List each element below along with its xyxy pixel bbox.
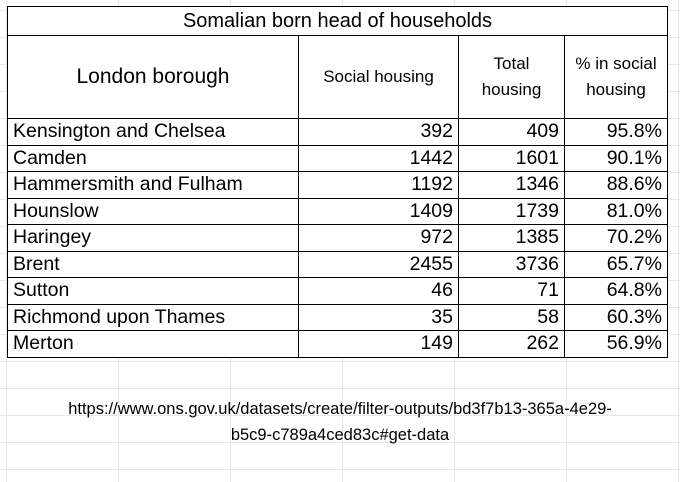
cell-total-housing[interactable]: 1739	[458, 197, 565, 225]
cell-total-housing[interactable]: 409	[458, 118, 565, 146]
cell-total-housing[interactable]: 71	[458, 277, 565, 305]
cell-pct-social[interactable]: 56.9%	[564, 330, 668, 358]
cell-borough[interactable]: Hammersmith and Fulham	[7, 171, 299, 199]
cell-social-housing[interactable]: 149	[298, 330, 459, 358]
cell-total-housing[interactable]: 262	[458, 330, 565, 358]
cell-social-housing[interactable]: 1192	[298, 171, 459, 199]
header-total-line1: Total	[493, 54, 530, 73]
cell-borough[interactable]: Richmond upon Thames	[7, 303, 299, 331]
cell-total-housing[interactable]: 3736	[458, 250, 565, 278]
cell-pct-social[interactable]: 64.8%	[564, 277, 668, 305]
table-row: Brent 2455 3736 65.7%	[7, 250, 668, 278]
table-row: Haringey 972 1385 70.2%	[7, 224, 668, 252]
header-pct-line1: % in social	[575, 54, 657, 73]
cell-pct-social[interactable]: 81.0%	[564, 197, 668, 225]
cell-total-housing[interactable]: 1346	[458, 171, 565, 199]
table-row: Hammersmith and Fulham 1192 1346 88.6%	[7, 171, 668, 199]
table-title[interactable]: Somalian born head of households	[7, 6, 668, 36]
table-row: Hounslow 1409 1739 81.0%	[7, 197, 668, 225]
cell-borough[interactable]: Haringey	[7, 224, 299, 252]
cell-pct-social[interactable]: 95.8%	[564, 118, 668, 146]
table-row: Kensington and Chelsea 392 409 95.8%	[7, 118, 668, 146]
header-total-housing[interactable]: Total housing	[458, 35, 565, 119]
header-total-line2: housing	[481, 80, 542, 99]
cell-social-housing[interactable]: 35	[298, 303, 459, 331]
cell-borough[interactable]: Brent	[7, 250, 299, 278]
cell-borough[interactable]: Sutton	[7, 277, 299, 305]
header-pct-social[interactable]: % in social housing	[564, 35, 668, 119]
source-line-1: https://www.ons.gov.uk/datasets/create/f…	[68, 400, 612, 418]
header-borough[interactable]: London borough	[7, 35, 299, 119]
table-row: Richmond upon Thames 35 58 60.3%	[7, 303, 668, 331]
cell-social-housing[interactable]: 46	[298, 277, 459, 305]
cell-total-housing[interactable]: 58	[458, 303, 565, 331]
cell-borough[interactable]: Merton	[7, 330, 299, 358]
cell-pct-social[interactable]: 70.2%	[564, 224, 668, 252]
header-pct-line2: housing	[586, 80, 646, 99]
cell-borough[interactable]: Hounslow	[7, 197, 299, 225]
table-row: Merton 149 262 56.9%	[7, 330, 668, 358]
cell-social-housing[interactable]: 392	[298, 118, 459, 146]
source-line-2: b5c9-c789a4ced83c#get-data	[230, 426, 450, 444]
housing-table: Somalian born head of households London …	[7, 6, 668, 358]
source-citation[interactable]: https://www.ons.gov.uk/datasets/create/f…	[0, 396, 680, 448]
cell-social-housing[interactable]: 1442	[298, 144, 459, 172]
header-social-housing[interactable]: Social housing	[298, 35, 459, 119]
cell-social-housing[interactable]: 1409	[298, 197, 459, 225]
cell-pct-social[interactable]: 65.7%	[564, 250, 668, 278]
cell-pct-social[interactable]: 90.1%	[564, 144, 668, 172]
cell-borough[interactable]: Kensington and Chelsea	[7, 118, 299, 146]
table-row: Sutton 46 71 64.8%	[7, 277, 668, 305]
cell-borough[interactable]: Camden	[7, 144, 299, 172]
cell-total-housing[interactable]: 1601	[458, 144, 565, 172]
cell-total-housing[interactable]: 1385	[458, 224, 565, 252]
table-row: Camden 1442 1601 90.1%	[7, 144, 668, 172]
cell-social-housing[interactable]: 2455	[298, 250, 459, 278]
cell-pct-social[interactable]: 60.3%	[564, 303, 668, 331]
cell-social-housing[interactable]: 972	[298, 224, 459, 252]
cell-pct-social[interactable]: 88.6%	[564, 171, 668, 199]
